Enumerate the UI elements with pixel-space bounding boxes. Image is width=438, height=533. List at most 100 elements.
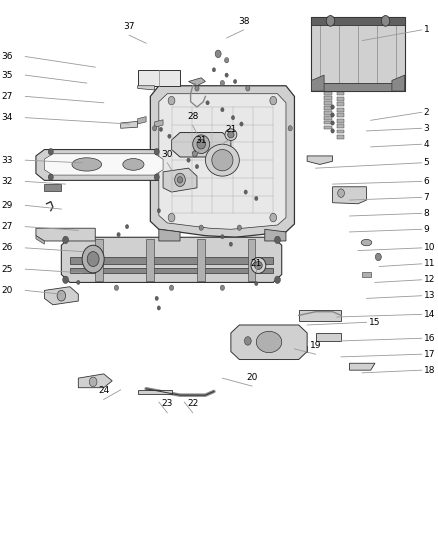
Text: 21: 21 xyxy=(225,125,237,134)
Polygon shape xyxy=(244,346,307,352)
Text: 32: 32 xyxy=(1,177,13,186)
Polygon shape xyxy=(138,390,172,394)
Text: 22: 22 xyxy=(187,399,198,408)
Text: 37: 37 xyxy=(124,22,135,31)
Text: 20: 20 xyxy=(1,286,13,295)
Polygon shape xyxy=(332,187,367,204)
Circle shape xyxy=(125,224,129,229)
Text: 16: 16 xyxy=(424,334,435,343)
Polygon shape xyxy=(155,120,163,127)
Polygon shape xyxy=(138,86,155,90)
Polygon shape xyxy=(362,272,371,277)
Circle shape xyxy=(220,285,225,290)
Circle shape xyxy=(63,236,69,244)
Circle shape xyxy=(155,296,159,301)
Circle shape xyxy=(187,158,190,163)
Circle shape xyxy=(231,116,235,120)
Circle shape xyxy=(168,134,171,139)
Circle shape xyxy=(244,190,247,194)
Text: 26: 26 xyxy=(1,244,13,253)
Circle shape xyxy=(338,189,344,197)
Circle shape xyxy=(331,105,334,109)
Circle shape xyxy=(237,225,241,230)
Text: 24: 24 xyxy=(98,386,110,395)
Polygon shape xyxy=(36,228,95,241)
Polygon shape xyxy=(44,287,78,305)
Ellipse shape xyxy=(72,158,102,171)
Text: 12: 12 xyxy=(424,275,435,284)
Bar xyxy=(337,135,344,139)
Text: 25: 25 xyxy=(1,265,13,273)
Circle shape xyxy=(154,174,159,180)
Bar xyxy=(248,239,255,281)
Text: 7: 7 xyxy=(424,193,429,202)
Circle shape xyxy=(195,165,199,168)
Circle shape xyxy=(220,80,225,86)
Circle shape xyxy=(331,129,334,133)
Ellipse shape xyxy=(212,150,233,171)
Circle shape xyxy=(233,79,237,84)
Polygon shape xyxy=(44,154,163,175)
Polygon shape xyxy=(150,86,294,237)
Text: 31: 31 xyxy=(195,136,207,146)
Text: 13: 13 xyxy=(424,291,435,300)
Circle shape xyxy=(254,196,258,200)
Circle shape xyxy=(212,68,215,72)
Circle shape xyxy=(275,236,280,244)
Circle shape xyxy=(89,377,97,386)
Polygon shape xyxy=(36,236,44,244)
Polygon shape xyxy=(61,237,282,282)
Bar xyxy=(337,124,344,128)
Bar xyxy=(337,114,344,117)
Bar xyxy=(197,239,205,281)
Polygon shape xyxy=(316,334,341,341)
Text: 3: 3 xyxy=(424,124,429,133)
Polygon shape xyxy=(121,122,138,128)
Bar xyxy=(337,102,344,106)
Polygon shape xyxy=(159,94,286,229)
Ellipse shape xyxy=(123,159,144,170)
Circle shape xyxy=(270,96,277,105)
Ellipse shape xyxy=(361,239,372,246)
Polygon shape xyxy=(36,150,172,180)
Text: 33: 33 xyxy=(1,156,13,165)
Circle shape xyxy=(254,281,258,286)
Polygon shape xyxy=(172,133,231,157)
Circle shape xyxy=(57,290,66,301)
Text: 9: 9 xyxy=(424,225,429,234)
Circle shape xyxy=(381,15,390,26)
Circle shape xyxy=(331,113,334,117)
Circle shape xyxy=(159,127,162,132)
Circle shape xyxy=(168,213,175,222)
Circle shape xyxy=(168,96,175,105)
Text: 28: 28 xyxy=(187,112,198,122)
Ellipse shape xyxy=(193,135,210,154)
Polygon shape xyxy=(299,310,341,321)
Ellipse shape xyxy=(225,129,237,141)
Circle shape xyxy=(275,276,280,284)
Text: 1: 1 xyxy=(424,26,429,35)
Text: 27: 27 xyxy=(1,92,13,101)
Circle shape xyxy=(221,108,224,112)
Bar xyxy=(324,121,332,125)
Text: 6: 6 xyxy=(424,177,429,186)
Polygon shape xyxy=(231,325,307,360)
Ellipse shape xyxy=(87,252,99,266)
Circle shape xyxy=(170,215,173,220)
Bar xyxy=(324,96,332,100)
Bar xyxy=(324,92,332,95)
Bar xyxy=(311,17,405,25)
Text: 4: 4 xyxy=(424,140,429,149)
Polygon shape xyxy=(265,229,286,241)
Bar xyxy=(324,101,332,105)
Circle shape xyxy=(221,235,224,239)
Polygon shape xyxy=(163,168,197,192)
Circle shape xyxy=(375,253,381,261)
Bar xyxy=(324,126,332,130)
Text: 35: 35 xyxy=(1,70,13,79)
Polygon shape xyxy=(311,75,324,91)
Polygon shape xyxy=(350,364,375,370)
Text: 20: 20 xyxy=(246,373,258,382)
Circle shape xyxy=(206,101,209,105)
Text: 10: 10 xyxy=(424,244,435,253)
